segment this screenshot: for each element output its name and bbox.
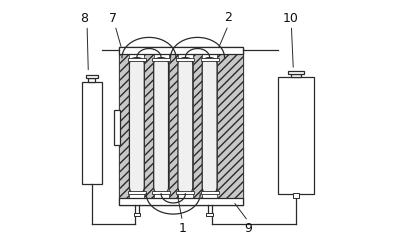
Bar — [201, 58, 219, 61]
Bar — [288, 71, 304, 74]
Bar — [169, 54, 178, 197]
FancyBboxPatch shape — [202, 58, 217, 194]
Text: 2: 2 — [224, 11, 232, 24]
Bar — [119, 197, 243, 205]
Bar — [128, 58, 146, 61]
Bar — [134, 213, 140, 216]
Bar — [86, 75, 98, 78]
Bar — [293, 193, 299, 197]
Text: 8: 8 — [80, 12, 88, 25]
Bar — [82, 82, 102, 184]
Bar — [278, 77, 314, 194]
Bar — [88, 78, 96, 82]
Bar — [119, 47, 243, 54]
Bar — [152, 191, 170, 194]
Text: 10: 10 — [282, 12, 298, 25]
Text: 7: 7 — [109, 12, 117, 25]
Bar — [144, 54, 154, 197]
Text: 1: 1 — [179, 222, 186, 235]
Bar — [152, 58, 170, 61]
Bar — [206, 213, 213, 216]
Bar — [176, 191, 194, 194]
Bar — [193, 54, 202, 197]
Bar — [291, 74, 301, 77]
FancyBboxPatch shape — [129, 58, 144, 194]
Bar — [217, 54, 243, 197]
Bar — [119, 47, 243, 205]
Bar — [128, 191, 146, 194]
Text: 9: 9 — [244, 222, 252, 235]
Bar — [119, 54, 129, 197]
FancyBboxPatch shape — [154, 58, 169, 194]
Bar — [114, 110, 120, 145]
FancyBboxPatch shape — [178, 58, 193, 194]
Bar — [201, 191, 219, 194]
Bar — [176, 58, 194, 61]
